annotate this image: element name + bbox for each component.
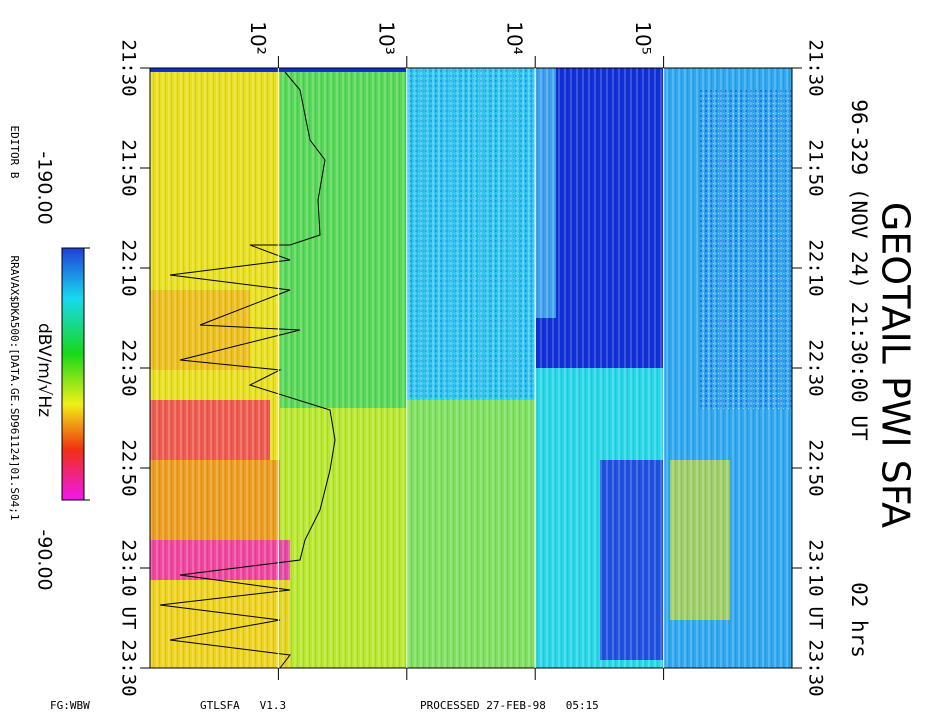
y-tick-label: 21:30 xyxy=(118,39,140,96)
y-tick-label: 22:10 xyxy=(118,239,140,296)
colorbar xyxy=(61,247,85,501)
y-tick-label: 23:10 xyxy=(118,539,140,596)
y-tick-label: 23:10 xyxy=(805,539,827,596)
title: GEOTAIL PWI SFA xyxy=(874,202,918,528)
colorbar-tick-label: -190.00 xyxy=(34,151,56,224)
x-tick-label: 10⁵ xyxy=(631,21,655,54)
y-tick-label: 22:30 xyxy=(118,339,140,396)
x-tick-label: 10² xyxy=(246,21,270,54)
footer-processed: PROCESSED 27-FEB-98 05:15 xyxy=(420,699,599,712)
y-tick-label: 22:50 xyxy=(805,439,827,496)
spectrogram xyxy=(150,68,792,669)
y-tick-label: 23:30 xyxy=(118,639,140,696)
footer-program: GTLSFA V1.3 xyxy=(200,699,286,712)
x-tick-label: 10⁴ xyxy=(503,21,527,54)
y-tick-label: 22:30 xyxy=(805,339,827,396)
colorbar-tick-label: -90.00 xyxy=(34,529,56,590)
colorbar-label: dBV/m/√Hz xyxy=(34,323,54,417)
footer-mode: FG:WBW xyxy=(50,699,90,712)
y-unit: UT xyxy=(805,607,827,630)
y-tick-label: 21:50 xyxy=(805,139,827,196)
editor: EDITOR B xyxy=(8,126,21,179)
y-tick-label: 21:30 xyxy=(805,39,827,96)
x-tick-label: 10³ xyxy=(374,21,398,54)
duration: 02 hrs xyxy=(847,582,871,658)
file-path: RRAVAX$DKA500:[DATA.GE.SD961124]01.S04;1 xyxy=(8,256,21,521)
subtitle: 96-329 (NOV 24) 21:30:00 UT xyxy=(847,99,871,441)
y-tick-label: 22:50 xyxy=(118,439,140,496)
y-unit: UT xyxy=(118,607,140,630)
y-tick-label: 22:10 xyxy=(805,239,827,296)
y-tick-label: 23:30 xyxy=(805,639,827,696)
y-tick-label: 21:50 xyxy=(118,139,140,196)
